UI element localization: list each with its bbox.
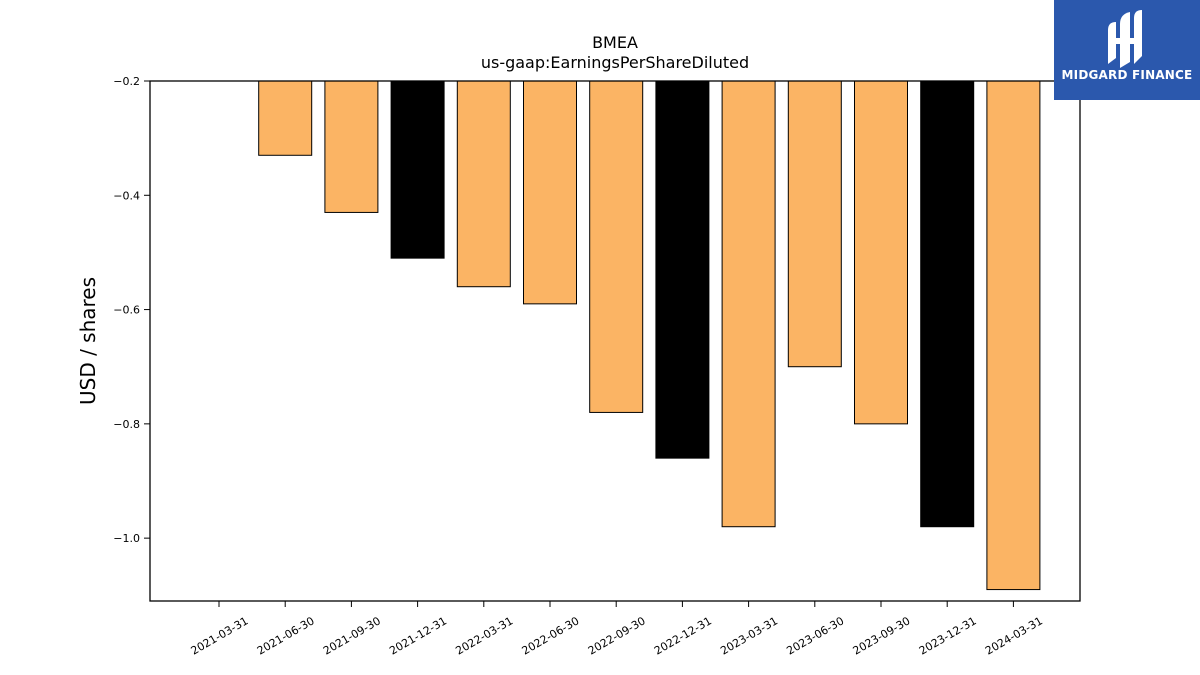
x-tick-label: 2022-06-30 bbox=[520, 614, 582, 657]
midgard-logo-icon bbox=[1108, 10, 1142, 68]
x-tick-label: 2024-03-31 bbox=[983, 614, 1045, 657]
bar-2021-09-30 bbox=[324, 80, 379, 213]
bar-2023-03-31 bbox=[721, 80, 776, 528]
bar-2022-06-30 bbox=[523, 80, 577, 305]
y-axis-label: USD / shares bbox=[76, 277, 100, 405]
y-tick-label: −0.2 bbox=[113, 75, 140, 88]
bar-2023-12-31 bbox=[920, 80, 975, 528]
bar-2024-03-31 bbox=[986, 80, 1041, 591]
bar-2021-06-30 bbox=[258, 80, 313, 156]
bar-2022-09-30 bbox=[589, 80, 644, 413]
bar-2022-03-31 bbox=[456, 80, 511, 288]
brand-logo: MIDGARD FINANCE bbox=[1054, 0, 1200, 100]
y-tick-label: −0.8 bbox=[113, 418, 140, 431]
logo-text: MIDGARD FINANCE bbox=[1061, 68, 1193, 82]
plot-frame bbox=[149, 80, 1081, 602]
y-tick-label: −0.4 bbox=[113, 189, 140, 202]
x-tick-label: 2021-09-30 bbox=[321, 614, 383, 657]
chart-subtitle: us-gaap:EarningsPerShareDiluted bbox=[481, 53, 749, 72]
x-tick-label: 2021-12-31 bbox=[387, 614, 449, 657]
x-tick-label: 2022-03-31 bbox=[453, 614, 515, 657]
x-tick-label: 2023-03-31 bbox=[718, 614, 780, 657]
y-tick-label: −0.6 bbox=[113, 304, 140, 317]
bar-2023-06-30 bbox=[787, 80, 842, 368]
chart-title: BMEA bbox=[592, 33, 638, 52]
bar-2021-12-31 bbox=[390, 80, 445, 259]
y-tick-label: −1.0 bbox=[113, 532, 140, 545]
bar-2022-12-31 bbox=[655, 80, 710, 459]
x-tick-label: 2022-12-31 bbox=[652, 614, 714, 657]
x-tick-label: 2023-12-31 bbox=[917, 614, 979, 657]
x-tick-label: 2023-06-30 bbox=[784, 614, 846, 657]
x-tick-label: 2021-06-30 bbox=[255, 614, 317, 657]
bar-2023-09-30 bbox=[854, 80, 908, 425]
x-tick-label: 2023-09-30 bbox=[851, 614, 913, 657]
x-tick-label: 2021-03-31 bbox=[189, 614, 251, 657]
bars-layer bbox=[258, 80, 1041, 591]
x-tick-label: 2022-09-30 bbox=[586, 614, 648, 657]
